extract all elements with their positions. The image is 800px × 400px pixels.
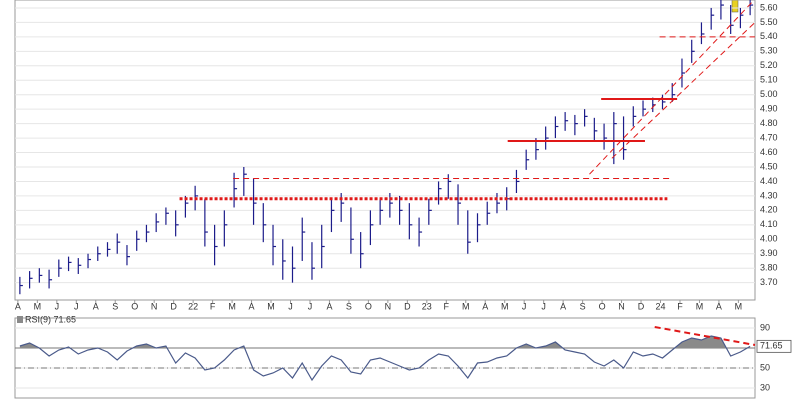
x-tick-label: A (249, 301, 255, 311)
x-tick-label: J (74, 301, 79, 311)
x-tick-label: D (170, 301, 177, 311)
x-tick-label: O (365, 301, 372, 311)
y-tick-label: 4.70 (760, 132, 778, 142)
rsi-overbought-fill (19, 336, 751, 348)
y-tick-label: 4.80 (760, 118, 778, 128)
x-tick-label: A (93, 301, 99, 311)
x-tick-label: M (462, 301, 470, 311)
x-tick-label: 23 (422, 301, 432, 311)
last-value-box (756, 339, 792, 353)
y-tick-label: 5.10 (760, 75, 778, 85)
x-tick-label: M (228, 301, 236, 311)
x-tick-label: F (444, 301, 450, 311)
x-tick-label: J (308, 301, 313, 311)
y-tick-label: 5.30 (760, 46, 778, 56)
x-tick-label: J (55, 301, 60, 311)
x-tick-label: O (599, 301, 606, 311)
x-tick-label: A (482, 301, 488, 311)
y-tick-label: 3.90 (760, 248, 778, 258)
x-tick-label: M (267, 301, 275, 311)
y-tick-label: 4.90 (760, 104, 778, 114)
x-tick-label: N (385, 301, 392, 311)
y-tick-label: 5.60 (760, 2, 778, 12)
y-tick-label: 4.10 (760, 219, 778, 229)
y-tick-label: 4.40 (760, 176, 778, 186)
last-price-marker (731, 0, 739, 13)
last-value-label: 71.65 (760, 341, 783, 351)
y-tick-label: 5.20 (760, 60, 778, 70)
x-tick-label: F (210, 301, 216, 311)
y-tick-label: 3.70 (760, 277, 778, 287)
x-tick-label: A (326, 301, 332, 311)
x-tick-label: M (696, 301, 704, 311)
y-tick-label: 4.30 (760, 190, 778, 200)
x-tick-label: F (677, 301, 683, 311)
x-tick-label: A (15, 301, 21, 311)
price-frame (14, 0, 756, 301)
trend-line (611, 22, 756, 159)
rsi-title: RSI(9) 71.65 (25, 314, 76, 324)
legend-swatch (17, 316, 23, 323)
y-tick-label: 50 (760, 362, 770, 372)
y-tick-label: 90 (760, 322, 770, 332)
trend-line (654, 326, 756, 346)
y-tick-label: 30 (760, 382, 770, 392)
x-tick-label: N (618, 301, 625, 311)
x-tick-label: N (151, 301, 158, 311)
x-tick-label: A (716, 301, 722, 311)
x-tick-label: S (112, 301, 118, 311)
y-tick-label: 5.00 (760, 89, 778, 99)
x-tick-label: O (131, 301, 138, 311)
y-tick-label: 3.80 (760, 263, 778, 273)
y-tick-label: 5.50 (760, 17, 778, 27)
rsi-legend: RSI(9) 71.65 (17, 314, 76, 324)
x-tick-label: A (560, 301, 566, 311)
x-tick-label: M (501, 301, 509, 311)
x-tick-label: 22 (188, 301, 198, 311)
y-tick-label: 4.50 (760, 161, 778, 171)
y-tick-label: 4.00 (760, 234, 778, 244)
y-tick-label: 5.40 (760, 31, 778, 41)
x-tick-label: M (735, 301, 743, 311)
x-tick-label: D (638, 301, 645, 311)
x-tick-label: J (522, 301, 527, 311)
x-tick-label: J (288, 301, 293, 311)
x-tick-label: D (404, 301, 411, 311)
rsi-frame (14, 317, 756, 399)
x-tick-label: S (346, 301, 352, 311)
x-tick-label: S (580, 301, 586, 311)
y-tick-label: 4.60 (760, 147, 778, 157)
x-tick-label: J (541, 301, 546, 311)
x-tick-label: 24 (655, 301, 665, 311)
x-tick-label: M (34, 301, 42, 311)
rsi-line (19, 335, 751, 382)
y-tick-label: 4.20 (760, 205, 778, 215)
